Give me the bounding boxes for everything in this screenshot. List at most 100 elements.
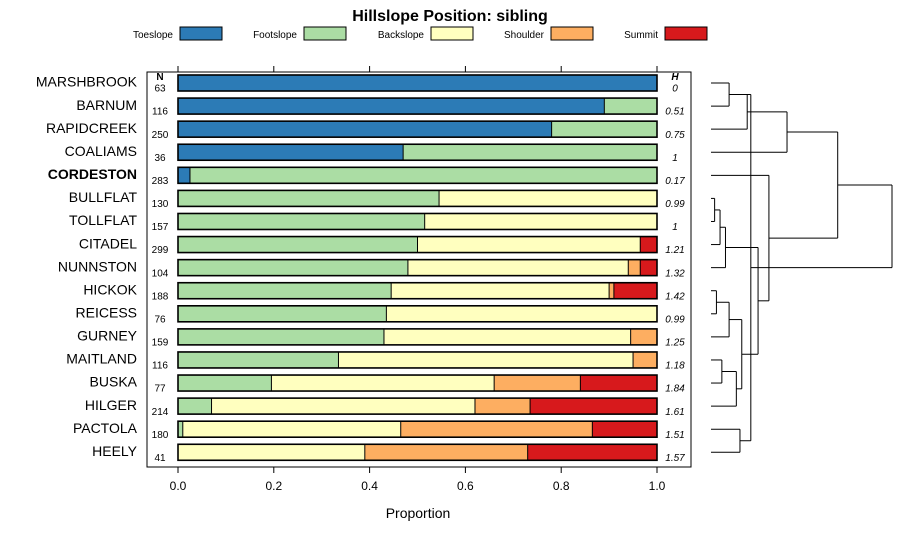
h-value: 1 bbox=[672, 222, 678, 233]
row-buska: BUSKA 77 1.84 bbox=[90, 374, 686, 395]
bar-segment-backslope bbox=[439, 190, 657, 207]
n-value: 180 bbox=[152, 430, 169, 441]
row-label: CITADEL bbox=[79, 235, 137, 251]
n-value: 214 bbox=[152, 407, 169, 418]
n-header: N bbox=[156, 72, 163, 83]
bar-segment-footslope bbox=[189, 167, 657, 184]
bar-segment-shoulder bbox=[474, 398, 531, 415]
bar-outline bbox=[177, 235, 658, 254]
bar-segment-footslope bbox=[178, 282, 392, 299]
bar-outline bbox=[177, 166, 658, 185]
bar-segment-toeslope bbox=[178, 167, 190, 184]
chart-title: Hillslope Position: sibling bbox=[352, 8, 548, 25]
h-value: 1.84 bbox=[665, 384, 685, 395]
n-value: 116 bbox=[152, 107, 168, 118]
bar-segment-footslope bbox=[178, 351, 339, 368]
bar-segment-toeslope bbox=[178, 75, 657, 91]
legend-swatch-shoulder bbox=[550, 26, 594, 41]
row-hickok: HICKOK 188 1.42 bbox=[83, 281, 685, 302]
bar-segment-backslope bbox=[271, 375, 495, 392]
row-cordeston: CORDESTON 283 0.17 bbox=[48, 166, 685, 187]
n-value: 299 bbox=[152, 245, 169, 256]
row-label: NUNNSTON bbox=[58, 258, 137, 274]
row-label: PACTOLA bbox=[73, 420, 138, 436]
bar-segment-shoulder bbox=[609, 282, 614, 299]
bar-segment-shoulder bbox=[400, 421, 593, 438]
row-coaliams: COALIAMS 36 1 bbox=[65, 143, 678, 164]
n-value: 76 bbox=[154, 314, 166, 325]
bar-outline bbox=[177, 212, 658, 231]
row-citadel: CITADEL 299 1.21 bbox=[79, 235, 685, 256]
bar-segment-footslope bbox=[178, 375, 272, 392]
bar-outline bbox=[177, 351, 658, 369]
n-value: 41 bbox=[154, 453, 166, 464]
bar-segment-summit bbox=[527, 444, 657, 461]
x-tick-label: 0.8 bbox=[553, 479, 570, 493]
bar-segment-shoulder bbox=[628, 259, 641, 276]
bar-segment-backslope bbox=[417, 236, 641, 253]
h-value: 0 bbox=[672, 84, 678, 95]
n-value: 157 bbox=[152, 222, 169, 233]
n-value: 77 bbox=[154, 384, 166, 395]
row-label: TOLLFLAT bbox=[69, 212, 137, 228]
bar-segment-backslope bbox=[338, 351, 634, 368]
bar-segment-footslope bbox=[178, 236, 418, 253]
bar-rows: MARSHBROOK 63 0 BARNUM 116 0.51 RAPIDCREEK 250 0… bbox=[36, 74, 685, 464]
bar-segment-backslope bbox=[424, 213, 657, 230]
bar-segment-toeslope bbox=[178, 144, 404, 161]
h-value: 1.25 bbox=[665, 338, 685, 349]
n-value: 116 bbox=[152, 361, 168, 372]
n-value: 36 bbox=[154, 153, 166, 164]
legend-label-shoulder: Shoulder bbox=[504, 30, 545, 41]
bar-outline bbox=[177, 74, 658, 92]
bar-segment-footslope bbox=[604, 98, 657, 115]
legend-label-summit: Summit bbox=[624, 30, 658, 41]
h-value: 1.32 bbox=[665, 268, 685, 279]
row-hilger: HILGER 214 1.61 bbox=[85, 397, 685, 418]
bar-segment-summit bbox=[640, 236, 657, 253]
bar-segment-footslope bbox=[178, 421, 183, 438]
row-label: REICESS bbox=[76, 305, 137, 321]
n-value: 130 bbox=[152, 199, 169, 210]
row-nunnston: NUNNSTON 104 1.32 bbox=[58, 258, 685, 279]
bar-segment-backslope bbox=[182, 421, 401, 438]
bar-segment-toeslope bbox=[178, 98, 605, 115]
row-label: MARSHBROOK bbox=[36, 74, 138, 90]
row-label: GURNEY bbox=[77, 328, 138, 344]
bar-outline bbox=[177, 143, 658, 162]
bar-outline bbox=[177, 97, 658, 115]
legend-label-toeslope: Toeslope bbox=[133, 30, 173, 41]
h-value: 1.51 bbox=[665, 430, 684, 441]
bar-segment-footslope bbox=[178, 305, 387, 322]
bar-segment-toeslope bbox=[178, 121, 552, 138]
h-value: 0.17 bbox=[665, 176, 685, 187]
row-bullflat: BULLFLAT 130 0.99 bbox=[69, 189, 685, 210]
x-tick-label: 0.0 bbox=[170, 479, 187, 493]
bar-segment-summit bbox=[530, 398, 657, 415]
legend: Toeslope Footslope Backslope Shoulder Summit bbox=[133, 26, 708, 41]
row-label: HICKOK bbox=[83, 281, 137, 297]
row-marshbrook: MARSHBROOK 63 0 bbox=[36, 74, 678, 95]
row-tollflat: TOLLFLAT 157 1 bbox=[69, 212, 678, 233]
bar-segment-footslope bbox=[178, 213, 425, 230]
bar-segment-backslope bbox=[211, 398, 475, 415]
x-tick-label: 0.2 bbox=[265, 479, 282, 493]
bar-outline bbox=[177, 420, 658, 439]
row-rapidcreek: RAPIDCREEK 250 0.75 bbox=[46, 120, 685, 141]
x-tick-label: 0.6 bbox=[457, 479, 474, 493]
bar-outline bbox=[177, 304, 658, 323]
n-value: 159 bbox=[152, 338, 169, 349]
dendrogram bbox=[711, 82, 893, 453]
bar-segment-summit bbox=[592, 421, 657, 438]
bar-segment-footslope bbox=[178, 398, 212, 415]
row-gurney: GURNEY 159 1.25 bbox=[77, 328, 685, 349]
bar-outline bbox=[177, 328, 658, 346]
bar-segment-summit bbox=[580, 375, 657, 392]
bar-segment-footslope bbox=[178, 259, 408, 276]
bar-outline bbox=[177, 397, 658, 415]
bar-segment-footslope bbox=[551, 121, 657, 138]
row-label: COALIAMS bbox=[65, 143, 137, 159]
bar-segment-summit bbox=[613, 282, 657, 299]
bar-outline bbox=[177, 258, 658, 277]
bar-segment-shoulder bbox=[630, 328, 657, 345]
